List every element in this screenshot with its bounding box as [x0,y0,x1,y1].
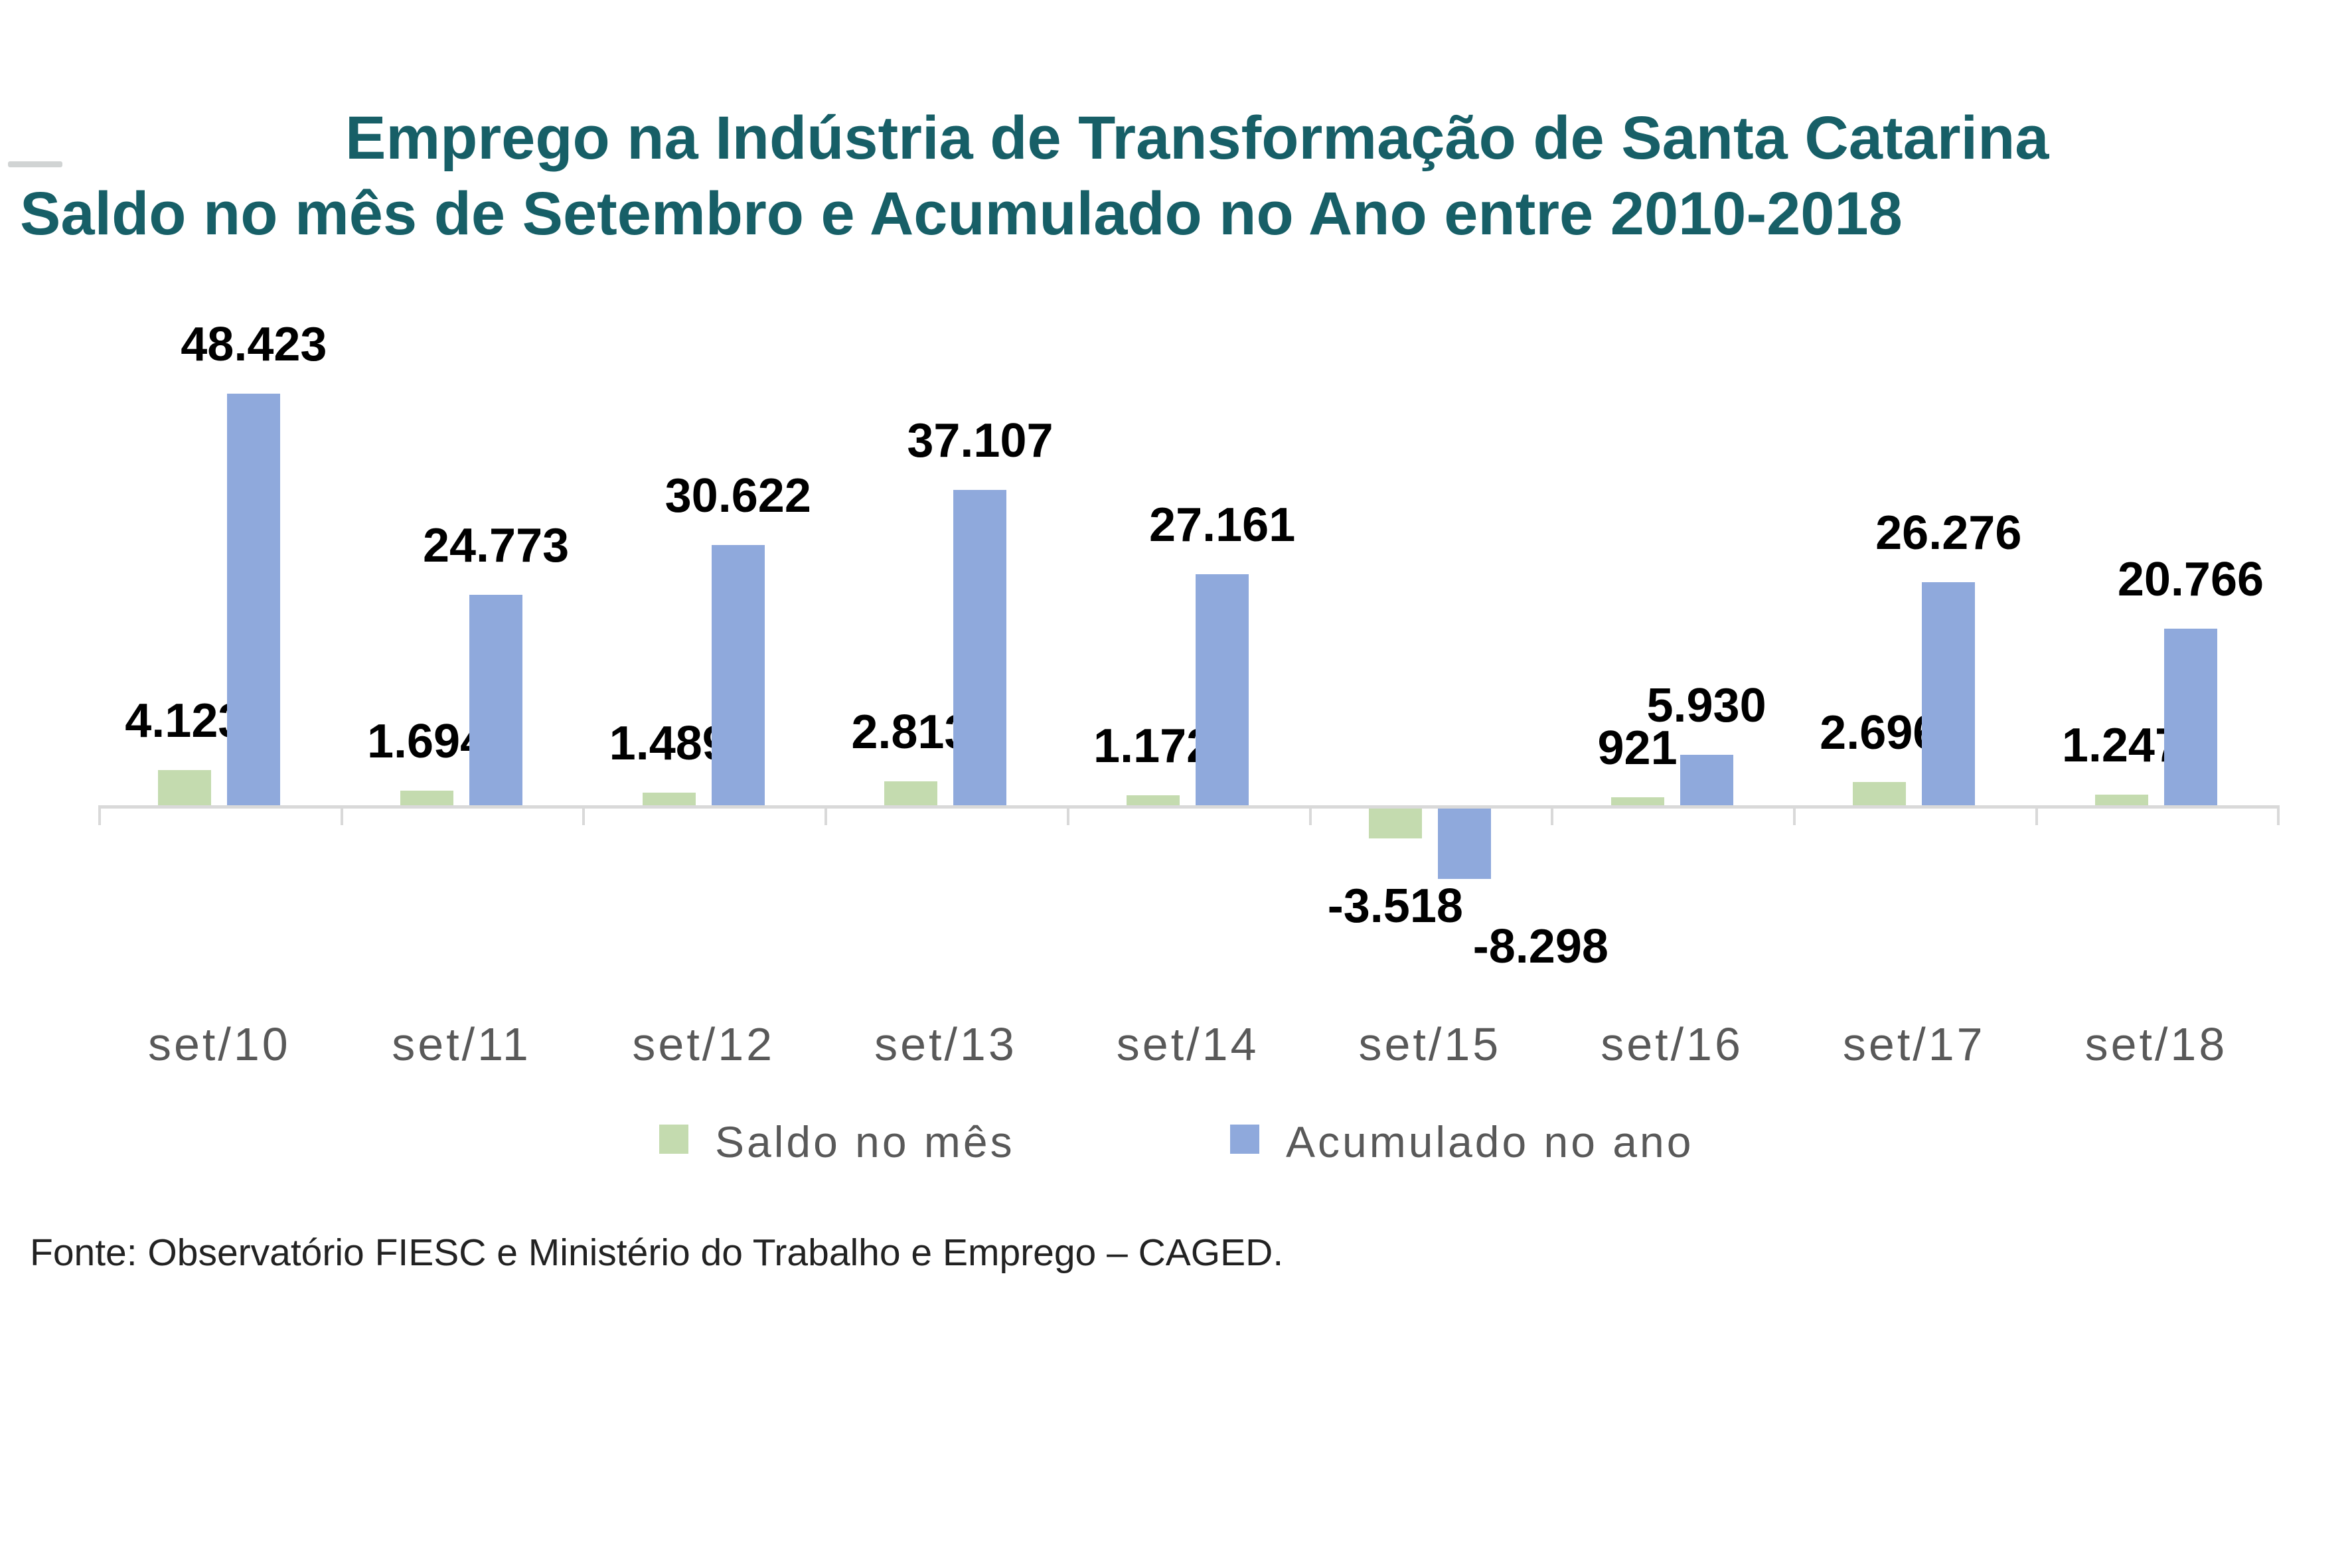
data-label-saldo-set/18: 1.247 [2061,719,2182,772]
bar-saldo-set/10 [158,770,212,805]
bar-acumulado-set/12 [711,545,765,805]
bar-acumulado-set/16 [1680,755,1733,805]
x-axis-tick [1792,805,1796,825]
data-label-saldo-set/14: 1.172 [1093,720,1214,773]
bar-saldo-set/11 [400,791,454,805]
x-axis-label-set/11: set/11 [392,1018,531,1070]
legend-swatch-acumulado-no-ano [1230,1125,1259,1154]
x-axis-tick [98,805,101,825]
x-axis-label-set/14: set/14 [1116,1018,1259,1070]
chart-legend: Saldo no mês Acumulado no ano [0,1118,2352,1171]
legend-label-saldo-no-mes: Saldo no mês [715,1117,1015,1166]
data-label-acumulado-set/12: 30.622 [665,469,811,522]
x-axis-label-set/12: set/12 [632,1018,775,1070]
chart-title-line-2: Saldo no mês de Setembro e Acumulado no … [20,180,1903,248]
bar-saldo-set/12 [642,793,696,805]
legend-swatch-saldo-no-mes [659,1125,688,1154]
source-note: Fonte: Observatório FIESC e Ministério d… [30,1231,1284,1274]
x-axis-tick [1308,805,1312,825]
bar-acumulado-set/15 [1437,809,1491,879]
scan-artifact-mark [8,161,62,167]
x-axis-label-set/17: set/17 [1842,1018,1986,1070]
bar-saldo-set/18 [2094,795,2148,805]
bar-acumulado-set/13 [953,490,1007,805]
x-axis-line [98,805,2280,809]
data-label-saldo-set/11: 1.694 [366,715,487,768]
bar-acumulado-set/18 [2163,629,2217,805]
data-label-acumulado-set/11: 24.773 [422,519,570,572]
x-axis-tick [1066,805,1069,825]
x-axis-label-set/10: set/10 [147,1018,291,1070]
x-axis-tick [2035,805,2038,825]
bar-acumulado-set/14 [1196,574,1249,805]
data-label-acumulado-set/14: 27.161 [1149,499,1296,552]
bar-acumulado-set/17 [1922,582,1976,805]
data-label-acumulado-set/10: 48.423 [181,318,327,371]
bar-acumulado-set/11 [469,595,523,805]
data-label-saldo-set/12: 1.489 [609,717,729,770]
x-axis-tick [340,805,343,825]
data-label-acumulado-set/15: -8.298 [1472,920,1608,973]
x-axis-tick [824,805,828,825]
data-label-saldo-set/10: 4.123 [125,694,245,747]
data-label-saldo-set/15: -3.518 [1327,880,1463,933]
x-axis-tick [582,805,586,825]
bar-acumulado-set/10 [227,394,281,805]
x-axis-label-set/13: set/13 [874,1018,1017,1070]
data-label-acumulado-set/17: 26.276 [1875,507,2022,560]
data-label-acumulado-set/18: 20.766 [2117,553,2264,606]
data-label-acumulado-set/13: 37.107 [907,414,1054,467]
data-label-saldo-set/16: 921 [1597,722,1678,775]
legend-label-acumulado-no-ano: Acumulado no ano [1286,1117,1694,1166]
x-axis-label-set/16: set/16 [1601,1018,1743,1070]
x-axis-tick [2277,805,2280,825]
bar-saldo-set/13 [884,781,938,805]
x-axis-label-set/15: set/15 [1358,1018,1502,1070]
data-label-saldo-set/17: 2.696 [1820,706,1940,759]
bar-saldo-set/15 [1368,809,1422,838]
x-axis-label-set/18: set/18 [2084,1018,2228,1070]
chart-title-line-1: Emprego na Indústria de Transformação de… [345,104,2049,172]
data-label-acumulado-set/16: 5.930 [1646,679,1766,732]
bar-saldo-set/16 [1610,797,1664,805]
bar-saldo-set/17 [1853,782,1907,805]
x-axis-tick [1551,805,1554,825]
bar-saldo-set/14 [1127,795,1180,805]
data-label-saldo-set/13: 2.813 [851,706,971,759]
